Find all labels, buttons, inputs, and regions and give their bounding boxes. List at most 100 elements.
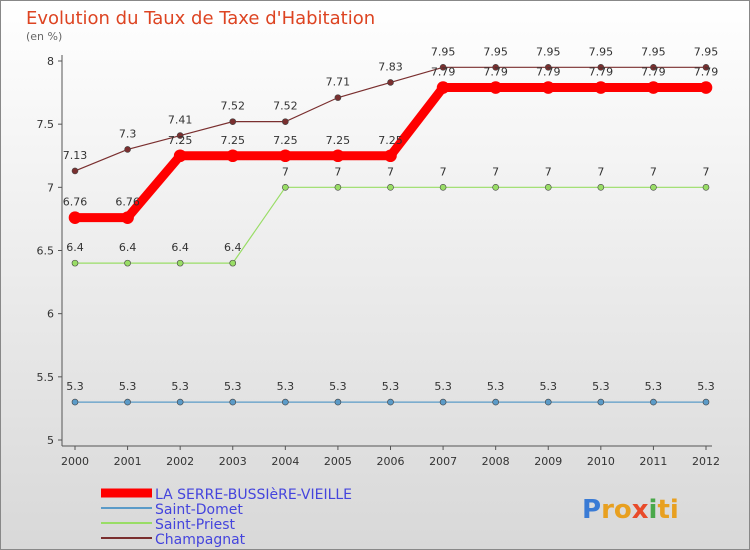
data-point [544,64,552,71]
data-point [124,259,131,267]
data-label: 7.83 [378,60,403,73]
data-label: 7 [387,165,394,178]
data-label: 5.3 [434,380,452,393]
legend-label: Champagnat [155,532,246,548]
proxiti-logo: Proxiti [582,495,679,525]
data-label: 6.4 [119,241,137,254]
logo-text: Proxiti [582,495,679,525]
y-tick-label: 5.5 [37,371,55,384]
data-point [702,184,710,191]
data-point [384,149,397,163]
data-label: 7.25 [378,134,403,147]
data-label: 7.95 [483,45,508,58]
data-label: 5.3 [645,380,663,393]
data-label: 7 [334,165,341,178]
y-tick-label: 8 [47,55,54,68]
data-label: 6.4 [171,241,189,254]
data-label: 7.79 [483,66,508,79]
data-point [334,398,342,406]
data-label: 7.52 [273,100,298,113]
data-point [492,64,499,71]
data-point [124,146,131,153]
data-label: 5.3 [66,380,84,393]
data-point [387,398,394,406]
data-point [282,118,289,125]
data-label: 7 [650,165,657,178]
y-tick-label: 7 [47,181,54,194]
data-label: 7.25 [168,134,193,147]
data-point [439,64,447,71]
data-point [331,149,345,163]
data-point [71,167,79,175]
data-label: 5.3 [171,380,189,393]
data-label: 6.4 [224,241,242,254]
data-point [597,398,605,406]
data-point [121,211,134,224]
data-point [492,398,499,406]
data-label: 6.76 [115,196,140,209]
data-label: 5.3 [382,380,400,393]
data-point [282,184,289,191]
data-label: 7 [703,165,710,178]
data-label: 7 [597,165,604,178]
data-point [699,81,713,94]
data-label: 5.3 [487,380,505,393]
data-point [279,149,292,163]
data-point [492,184,499,191]
legend-label: Saint-Priest [155,517,236,533]
data-point [702,64,710,71]
y-tick-label: 5 [47,434,54,447]
data-label: 6.4 [66,241,84,254]
data-label: 7.95 [589,45,614,58]
data-label: 5.3 [592,380,610,393]
x-tick-label: 2002 [166,455,194,468]
data-label: 7.79 [431,66,456,79]
data-label: 7.25 [326,134,351,147]
data-label: 7.71 [326,76,351,89]
data-point [334,94,342,101]
data-point [544,398,552,406]
data-point [229,118,237,125]
data-label: 5.3 [277,380,295,393]
data-label: 7.25 [221,134,246,147]
data-point [650,398,657,406]
data-point [489,81,502,94]
data-label: 7.79 [641,66,666,79]
data-label: 7.95 [536,45,561,58]
data-point [334,184,342,191]
y-axis-label: (en %) [26,30,62,43]
data-label: 5.3 [329,380,347,393]
data-point [71,398,79,406]
x-tick-label: 2003 [219,455,247,468]
data-label: 7.3 [119,127,137,140]
data-point [226,149,240,163]
series-layer [68,64,713,406]
data-point [176,132,184,139]
data-point [68,211,82,224]
data-labels: 6.76 6.76 7.25 7.25 7.25 7.25 7.25 7.79 7.79 7.79… [63,45,719,393]
data-point [282,398,289,406]
data-label: 7.79 [694,66,719,79]
data-point [702,398,710,406]
data-point [229,398,237,406]
data-point [229,259,237,267]
x-tick-label: 2004 [271,455,299,468]
data-point [439,184,447,191]
legend-label: LA SERRE-BUSSIèRE-VIEILLE [155,487,352,503]
axes: 5 5.5 6 6.5 7 7.5 8 2000 2001 2002 2003 2004 2005 200… [37,55,720,468]
data-label: 7.25 [273,134,298,147]
x-tick-label: 2010 [587,455,615,468]
data-label: 7.95 [694,45,719,58]
data-point [387,79,394,86]
y-tick-label: 6 [47,308,54,321]
y-tick-label: 6.5 [37,245,55,258]
data-label: 7 [545,165,552,178]
x-tick-label: 2007 [429,455,457,468]
data-label: 7.79 [589,66,614,79]
data-point [176,259,184,267]
data-label: 7.95 [641,45,666,58]
data-label: 7.52 [221,100,246,113]
